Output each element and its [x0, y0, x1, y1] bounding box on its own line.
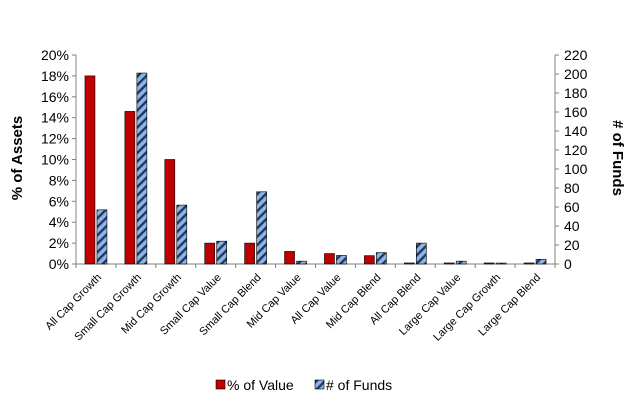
- bar-num-funds: [216, 240, 228, 265]
- bar-pct-value: [164, 159, 176, 265]
- y2-tick-label: 180: [564, 85, 588, 101]
- y2-tick-label: 120: [564, 142, 588, 158]
- bar-pct-value: [204, 242, 216, 265]
- y-tick-label: 20%: [41, 47, 69, 63]
- bar-num-funds: [336, 255, 347, 265]
- x-tick-label: Large Cap Growth: [431, 272, 503, 344]
- x-tick-label: Small Cap Growth: [72, 272, 144, 344]
- y-tick-label: 0%: [49, 256, 69, 272]
- bar-num-funds: [176, 204, 188, 265]
- bar-num-funds: [495, 262, 507, 265]
- y2-tick-label: 200: [564, 66, 588, 82]
- y-tick-label: 16%: [41, 89, 69, 105]
- bar-num-funds: [296, 260, 307, 265]
- bar-pct-value: [84, 75, 96, 265]
- bar-num-funds: [96, 209, 108, 265]
- legend-label-num-funds: # of Funds: [326, 377, 392, 393]
- y-tick-label: 10%: [41, 152, 69, 168]
- y2-tick-label: 60: [564, 199, 580, 215]
- y-tick-label: 8%: [49, 172, 69, 188]
- bar-pct-value: [244, 242, 255, 265]
- y2-tick-label: 20: [564, 237, 580, 253]
- y2-tick-label: 160: [564, 104, 588, 120]
- y-tick-label: 18%: [41, 68, 69, 84]
- bar-pct-value: [284, 251, 295, 265]
- bar-num-funds: [455, 260, 467, 265]
- bar-pct-value: [324, 253, 335, 265]
- y2-tick-label: 40: [564, 218, 580, 234]
- y-tick-label: 2%: [49, 235, 69, 251]
- y2-tick-label: 100: [564, 161, 588, 177]
- legend: % of Value # of Funds: [215, 377, 392, 393]
- bar-pct-value: [124, 111, 136, 265]
- y-tick-label: 14%: [41, 110, 69, 126]
- bar-num-funds: [256, 191, 267, 265]
- y-tick-label: 4%: [49, 214, 69, 230]
- legend-label-pct-value: % of Value: [227, 377, 294, 393]
- y2-tick-label: 0: [564, 256, 572, 272]
- bar-pct-value: [483, 262, 495, 265]
- bar-num-funds: [136, 72, 148, 265]
- y-axis-title: % of Assets: [9, 116, 26, 200]
- bar-num-funds: [535, 258, 547, 265]
- y2-axis-title: # of Funds: [609, 120, 626, 196]
- bar-pct-value: [443, 262, 455, 265]
- bar-pct-value: [364, 255, 375, 265]
- y-tick-label: 12%: [41, 131, 69, 147]
- y2-tick-label: 220: [564, 47, 588, 63]
- y2-tick-label: 140: [564, 123, 588, 139]
- y-tick-label: 6%: [49, 193, 69, 209]
- legend-swatch-num-funds: [314, 379, 325, 390]
- bar-num-funds: [415, 242, 427, 265]
- legend-swatch-pct-value: [215, 379, 226, 390]
- bar-pct-value: [523, 262, 535, 265]
- bar-pct-value: [403, 262, 415, 265]
- bar-num-funds: [376, 252, 387, 265]
- y2-tick-label: 80: [564, 180, 580, 196]
